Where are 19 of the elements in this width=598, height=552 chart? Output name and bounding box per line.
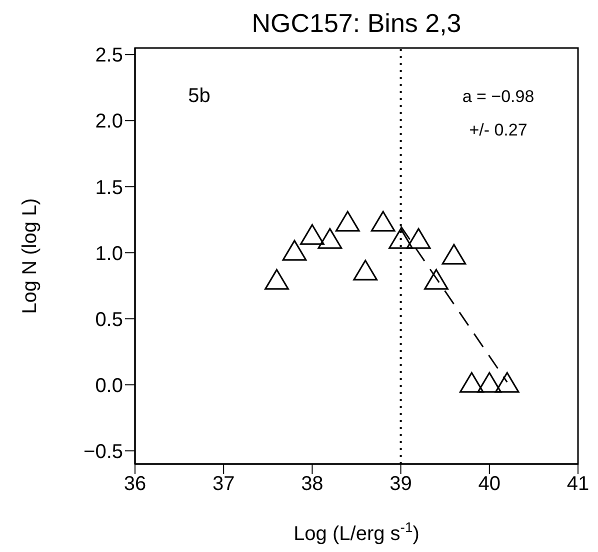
- x-tick-label: 37: [212, 473, 235, 496]
- y-tick-label: 1.0: [95, 242, 123, 265]
- annotation: 5b: [188, 85, 210, 108]
- annotation: +/- 0.27: [469, 120, 528, 140]
- x-tick-label: 36: [124, 473, 146, 496]
- y-tick-label: 0.5: [95, 308, 123, 331]
- x-tick-label: 38: [301, 473, 324, 496]
- chart-title: NGC157: Bins 2,3: [252, 8, 462, 38]
- y-tick-label: 2.5: [95, 44, 123, 67]
- y-tick-label: 2.0: [95, 110, 123, 133]
- x-tick-label: 40: [478, 473, 501, 496]
- x-tick-label: 39: [390, 473, 412, 496]
- y-tick-label: 0.0: [95, 374, 123, 397]
- annotation: a = −0.98: [462, 87, 534, 106]
- y-tick-label: −0.5: [84, 440, 123, 463]
- x-axis-title: Log (L/erg s$^{-1}$): [294, 519, 420, 545]
- x-tick-label: 41: [566, 473, 590, 496]
- y-axis-title: Log N (log L): [19, 198, 41, 314]
- y-tick-label: 1.5: [95, 176, 123, 199]
